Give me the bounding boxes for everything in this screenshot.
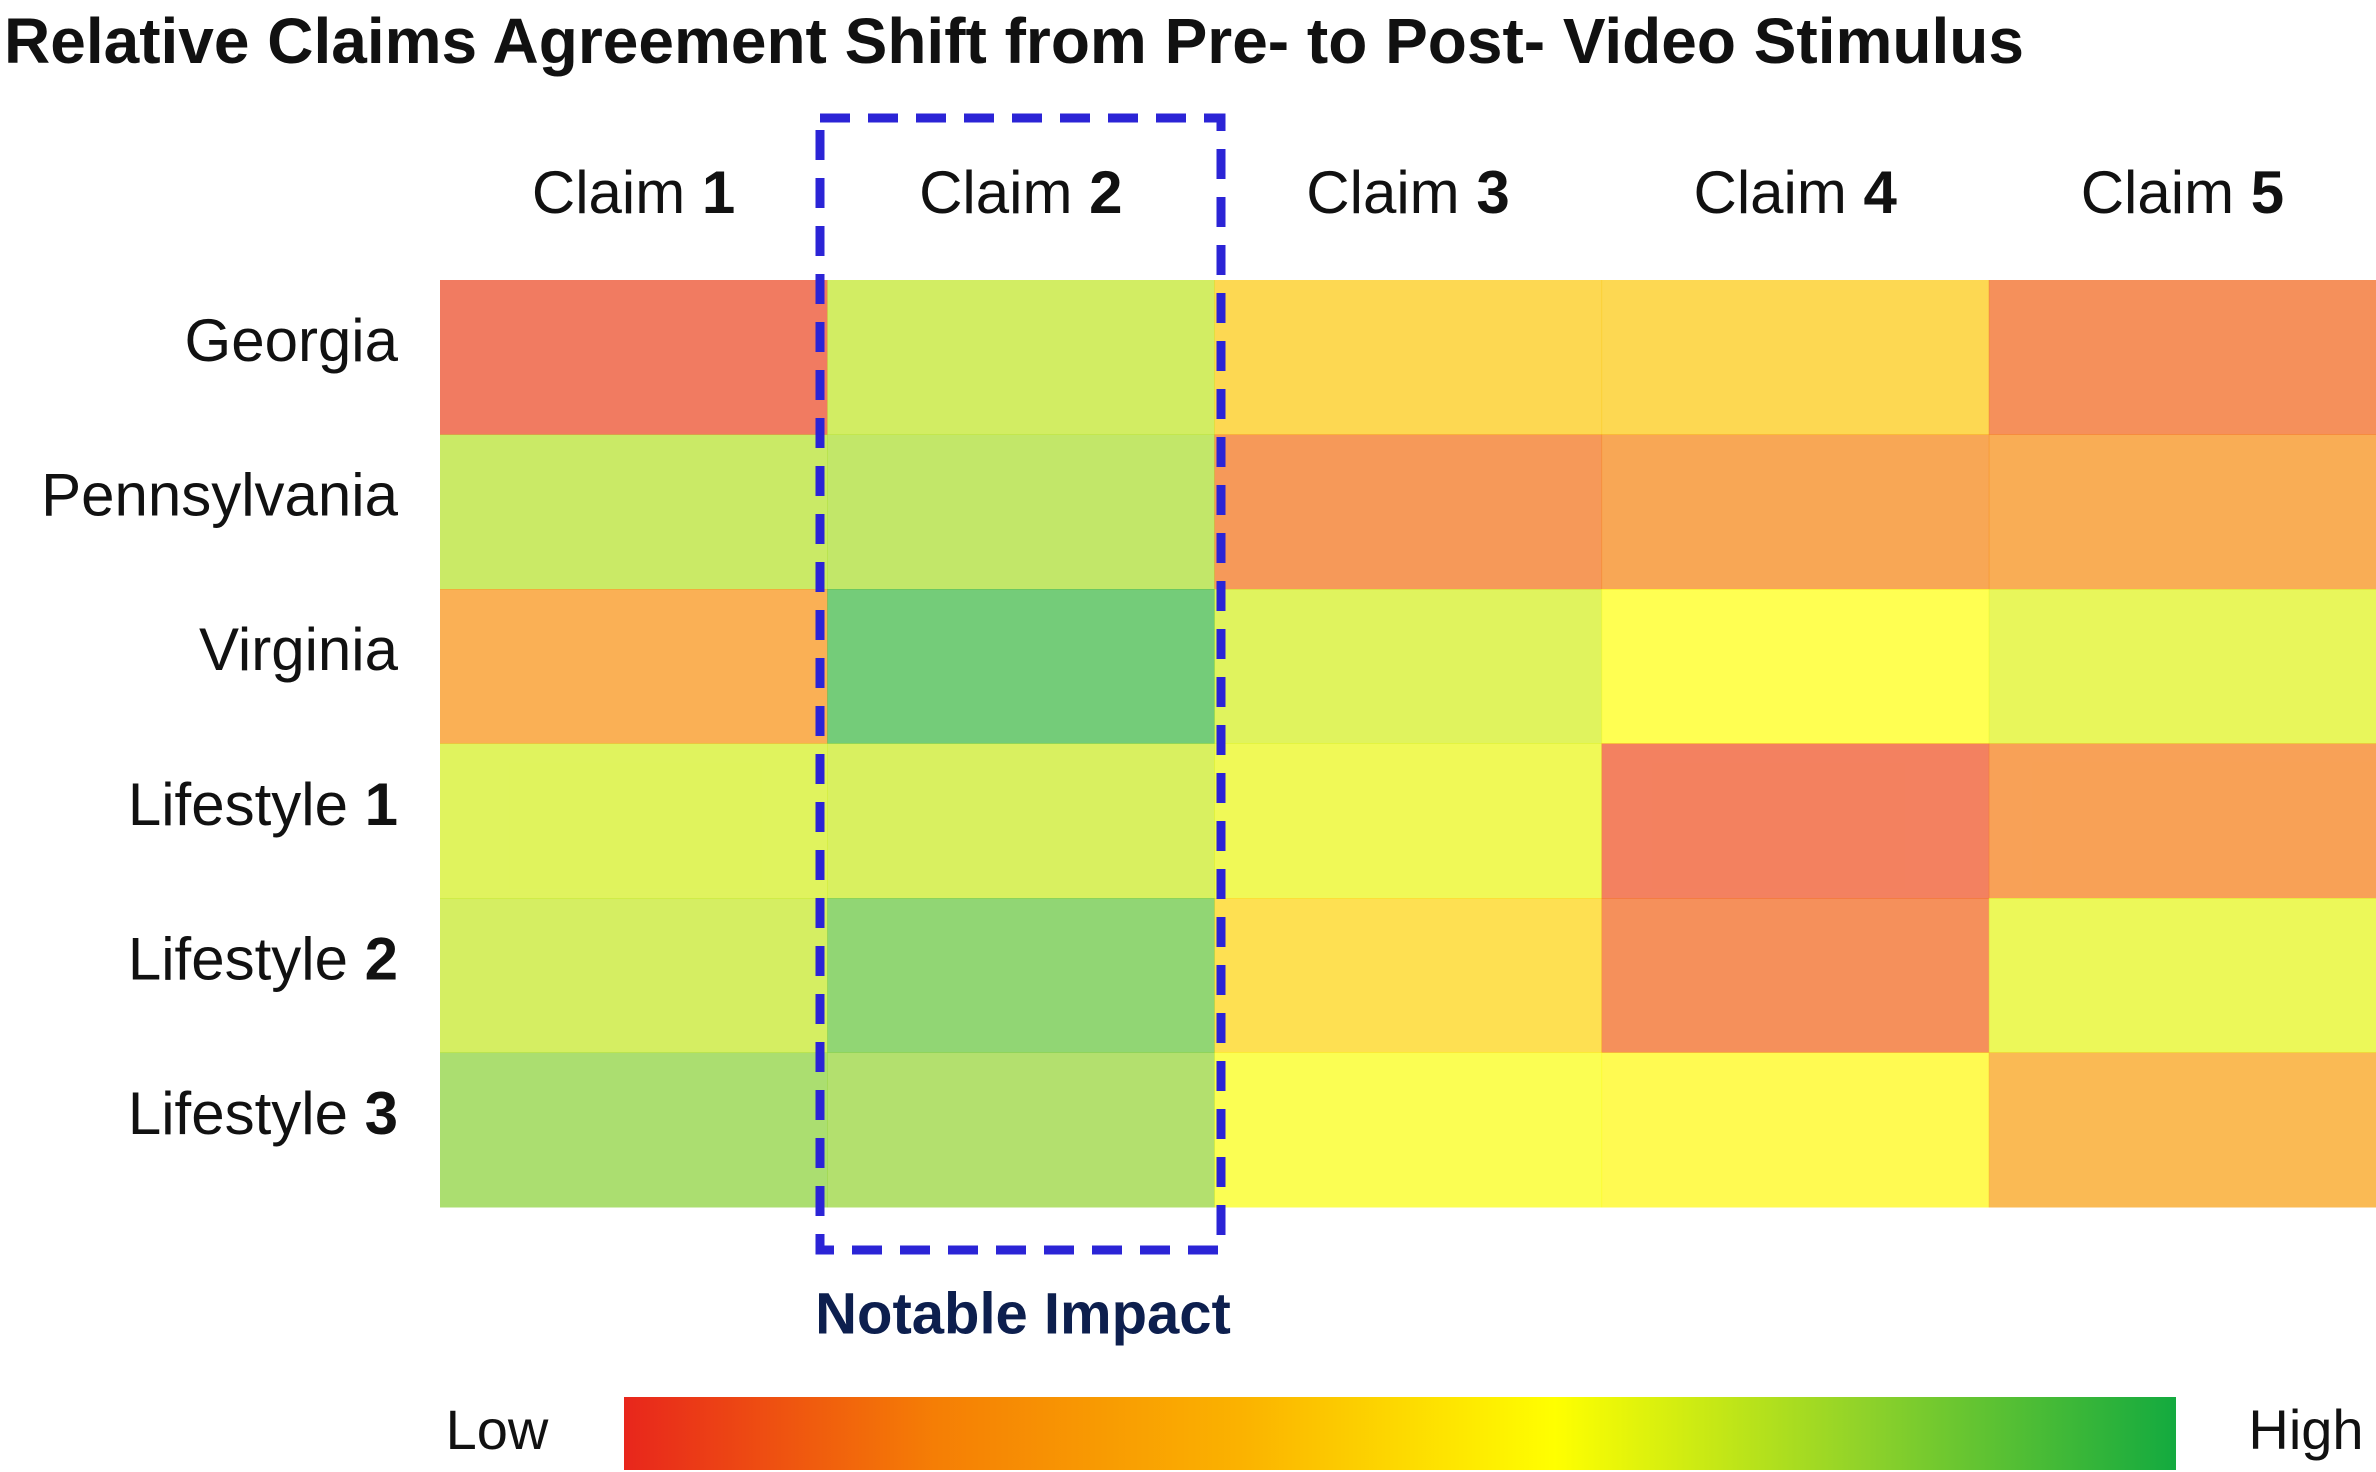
row-label: Lifestyle 2 <box>128 925 398 992</box>
heatmap-cell <box>1988 898 2376 1053</box>
colorbar-label: High <box>2248 1398 2363 1461</box>
heatmap-cell <box>827 1052 1215 1208</box>
row-label: Pennsylvania <box>41 462 399 529</box>
heatmap-cell <box>440 743 828 899</box>
highlight-box <box>815 113 1226 1255</box>
heatmap-cell <box>1988 434 2376 590</box>
heatmap-cell <box>1601 743 1990 899</box>
heatmap-cell <box>1601 1052 1990 1208</box>
heatmap-cell <box>1988 1052 2376 1208</box>
heatmap-cell <box>1214 280 1603 435</box>
heatmap-cell <box>1214 898 1603 1053</box>
row-label: Lifestyle 1 <box>128 771 398 838</box>
heatmap-cell <box>1988 589 2376 744</box>
row-label: Georgia <box>185 307 399 374</box>
heatmap-cell <box>1988 280 2376 435</box>
column-label: Claim 5 <box>2081 159 2284 226</box>
heatmap-cell <box>1214 1052 1603 1208</box>
heatmap-cell <box>827 898 1215 1053</box>
chart-title: Relative Claims Agreement Shift from Pre… <box>4 5 2024 77</box>
row-label: Lifestyle 3 <box>128 1080 398 1147</box>
heatmap-cell <box>440 434 828 590</box>
heatmap-cell <box>827 589 1215 744</box>
heatmap-cell <box>827 743 1215 899</box>
heatmap-cell <box>1601 434 1990 590</box>
heatmap-cell <box>1601 280 1990 435</box>
heatmap-cell <box>827 280 1215 435</box>
colorbar-label: Low <box>446 1398 549 1461</box>
column-label: Claim 2 <box>919 159 1122 226</box>
heatmap-cell <box>440 898 828 1053</box>
heatmap-cell <box>1988 743 2376 899</box>
heatmap-cell <box>440 1052 828 1208</box>
heatmap-cell <box>1214 589 1603 744</box>
row-label: Virginia <box>199 616 399 683</box>
column-label: Claim 4 <box>1694 159 1898 226</box>
heatmap-cell <box>440 280 828 435</box>
heatmap <box>440 280 2376 1208</box>
heatmap-cell <box>1214 743 1603 899</box>
heatmap-cell <box>1601 589 1990 744</box>
colorbar <box>624 1397 2176 1470</box>
column-label: Claim 1 <box>532 159 735 226</box>
column-label: Claim 3 <box>1306 159 1509 226</box>
annotation: Notable Impact <box>815 1281 1231 1346</box>
heatmap-cell <box>1601 898 1990 1053</box>
heatmap-cell <box>440 589 828 744</box>
heatmap-cell <box>1214 434 1603 590</box>
heatmap-cell <box>827 434 1215 590</box>
